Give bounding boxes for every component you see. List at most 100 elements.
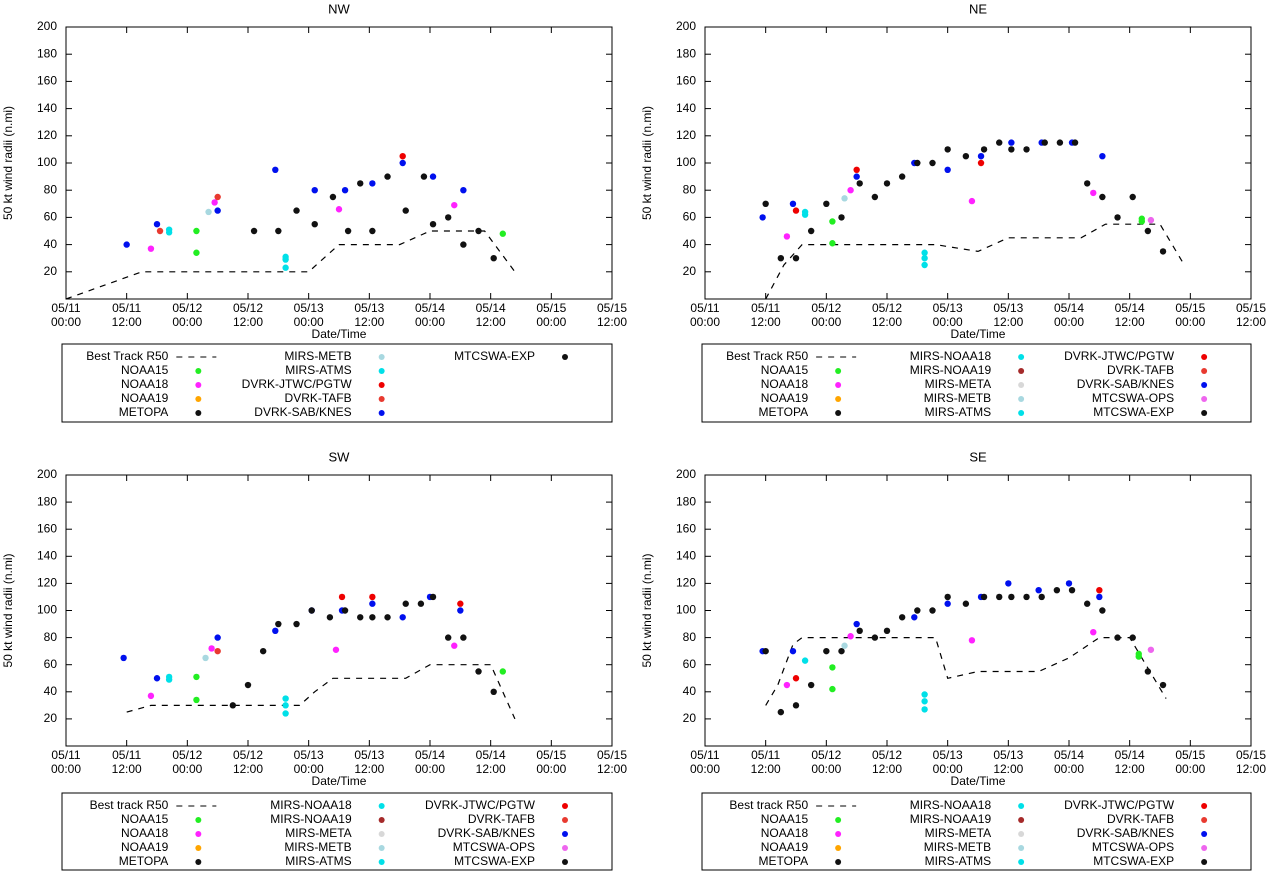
data-point [250, 227, 258, 235]
data-point [490, 255, 497, 262]
legend-swatch-dot [195, 859, 202, 865]
chart-title: NE [969, 1, 987, 16]
x-tick-label: 12:00 [1115, 315, 1145, 329]
data-point [460, 187, 467, 194]
data-point [344, 227, 352, 235]
data-point [1065, 580, 1073, 587]
legend-swatch-dot [195, 831, 202, 837]
legend-swatch-dot [378, 354, 385, 360]
legend-label: MIRS-META [925, 826, 991, 840]
y-tick-label: 120 [676, 128, 696, 142]
best-track-line [765, 636, 1167, 706]
legend-swatch-dot [1018, 831, 1025, 837]
x-tick-label: 12:00 [476, 315, 506, 329]
data-point [980, 146, 988, 153]
data-point [921, 698, 928, 705]
legend-swatch-dot [1018, 803, 1025, 809]
data-point [369, 180, 376, 187]
x-tick-label: 12:00 [1236, 762, 1266, 776]
legend-label: MIRS-METB [924, 840, 991, 854]
data-point [783, 233, 791, 240]
data-point [451, 642, 458, 649]
data-point [801, 657, 809, 664]
data-point [1008, 146, 1015, 153]
legend-box [701, 792, 1252, 871]
legend-label: NOAA19 [121, 391, 169, 405]
data-point [898, 614, 906, 621]
y-tick-label: 20 [683, 711, 697, 725]
data-point [475, 227, 482, 235]
data-point [214, 207, 221, 214]
legend-label: MIRS-NOAA18 [910, 349, 992, 363]
chart-panel-nw: NW2040608010012014016018020005/1100:0005… [1, 1, 627, 423]
legend-label: MIRS-META [925, 377, 991, 391]
x-tick-label: 05/13 [354, 748, 384, 762]
best-track-line [65, 230, 516, 300]
data-point [1099, 153, 1106, 160]
best-track-line [765, 223, 1185, 300]
data-point [1114, 214, 1121, 221]
data-point [921, 255, 928, 262]
x-tick-label: 00:00 [172, 315, 202, 329]
data-point [244, 681, 252, 689]
x-tick-label: 00:00 [1054, 315, 1084, 329]
x-axis-label: Date/Time [312, 327, 367, 341]
legend-label: DVRK-TAFB [1107, 363, 1174, 377]
data-point [1114, 634, 1121, 641]
y-tick-label: 20 [44, 711, 58, 725]
data-point [996, 139, 1003, 146]
legend-label: DVRK-TAFB [285, 391, 352, 405]
data-point [792, 702, 800, 709]
data-point [1159, 681, 1167, 689]
x-tick-label: 00:00 [811, 315, 841, 329]
data-point [883, 180, 891, 187]
legend-label: DVRK-SAB/KNES [1077, 826, 1174, 840]
x-tick-label: 05/14 [1054, 748, 1084, 762]
legend-swatch-dot [1201, 845, 1208, 851]
y-tick-label: 80 [44, 182, 58, 196]
data-point [929, 607, 936, 614]
data-point [807, 681, 815, 689]
legend-label: DVRK-JTWC/PGTW [1064, 349, 1175, 363]
legend-label: NOAA15 [121, 812, 169, 826]
y-tick-label: 140 [676, 548, 696, 562]
data-point [853, 173, 860, 180]
legend-label: MIRS-ATMS [925, 405, 991, 419]
data-point [1071, 139, 1079, 146]
x-tick-label: 05/12 [872, 301, 902, 315]
data-point [429, 221, 437, 228]
data-point [165, 226, 173, 233]
legend-swatch-dot [1018, 859, 1025, 865]
y-tick-label: 100 [676, 603, 696, 617]
x-tick-label: 00:00 [415, 315, 445, 329]
y-tick-label: 160 [676, 521, 696, 535]
data-point [211, 199, 218, 206]
data-point [282, 710, 289, 717]
x-tick-label: 05/15 [536, 748, 566, 762]
data-point [369, 600, 376, 607]
data-point [417, 600, 425, 607]
legend-swatch-dot [1201, 410, 1208, 416]
data-point [898, 173, 906, 180]
legend-swatch-dot [1201, 859, 1208, 865]
data-point [762, 647, 769, 655]
data-point [1090, 189, 1097, 197]
data-point [829, 218, 836, 225]
chart-panel-ne: NE2040608010012014016018020005/1100:0005… [640, 1, 1266, 423]
data-point [792, 207, 800, 214]
x-tick-label: 12:00 [872, 315, 902, 329]
data-point [914, 159, 921, 167]
legend-label: MTCSWA-EXP [1093, 405, 1174, 419]
legend-label: NOAA18 [761, 826, 809, 840]
x-tick-label: 05/11 [51, 748, 80, 762]
y-tick-label: 200 [676, 467, 696, 481]
x-tick-label: 05/14 [415, 748, 445, 762]
y-tick-label: 80 [683, 182, 697, 196]
y-tick-label: 80 [683, 630, 697, 644]
y-tick-label: 20 [683, 264, 697, 278]
data-point [1041, 139, 1048, 146]
data-point [332, 646, 340, 653]
data-point [153, 221, 161, 228]
legend-label: MIRS-NOAA18 [910, 798, 992, 812]
x-tick-label: 12:00 [1115, 762, 1145, 776]
